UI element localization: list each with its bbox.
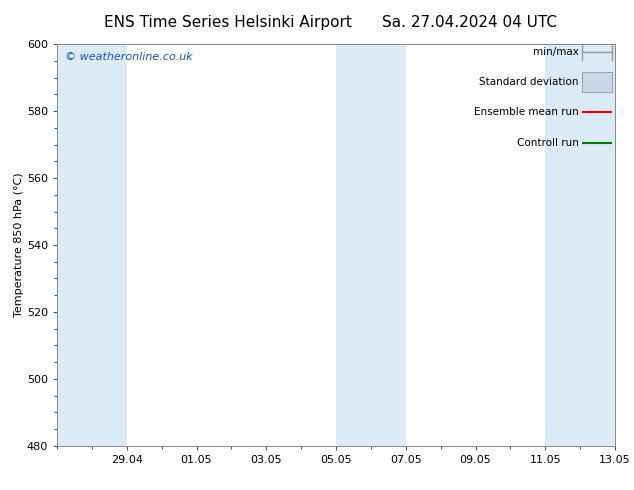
Text: min/max: min/max [533,47,579,57]
Text: ENS Time Series Helsinki Airport: ENS Time Series Helsinki Airport [105,15,352,30]
Text: © weatheronline.co.uk: © weatheronline.co.uk [65,52,193,62]
Bar [57,44,127,446]
Y-axis label: Temperature 850 hPa (°C): Temperature 850 hPa (°C) [14,172,24,318]
Text: Ensemble mean run: Ensemble mean run [474,107,579,118]
Text: Sa. 27.04.2024 04 UTC: Sa. 27.04.2024 04 UTC [382,15,557,30]
FancyBboxPatch shape [581,72,612,92]
Bar [336,44,406,446]
Bar [545,44,615,446]
Text: Standard deviation: Standard deviation [479,77,579,87]
Text: Controll run: Controll run [517,138,579,147]
